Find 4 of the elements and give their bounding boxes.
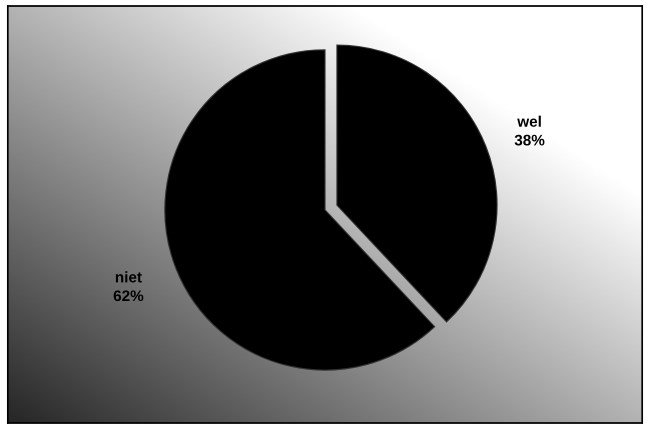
data-label: 62%: [114, 290, 144, 302]
slice-label: niet: [116, 271, 142, 283]
data-label: 38%: [514, 134, 544, 146]
slice-label: wel: [517, 116, 541, 127]
